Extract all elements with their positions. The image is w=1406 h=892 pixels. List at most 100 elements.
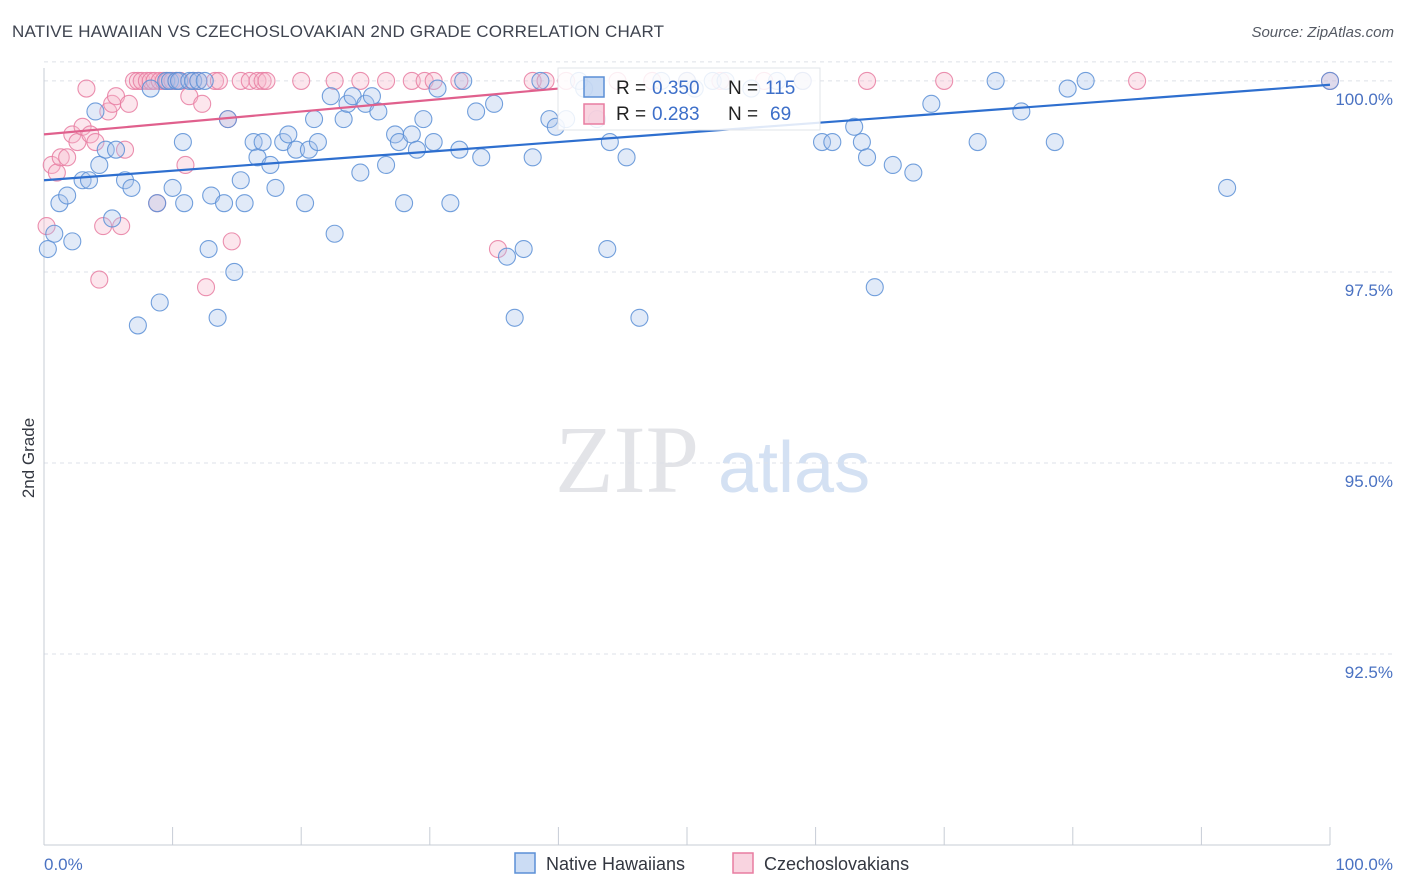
legend-swatch-pink [583,103,605,125]
native-hawaiians-point [305,110,324,129]
native-hawaiians-point [58,186,77,205]
czechoslovakians-point [37,217,56,236]
native-hawaiians-point [195,71,214,90]
native-hawaiians-point [279,125,298,144]
native-hawaiians-point [523,148,542,167]
native-hawaiians-point [883,155,902,175]
native-hawaiians-point [266,178,285,197]
native-hawaiians-point [169,71,189,90]
native-hawaiians-point [90,155,109,175]
native-hawaiians-point [362,87,381,106]
axes [43,68,1331,846]
bottom-legend-swatch-pink [732,852,754,874]
watermark: ZIP atlas [555,406,870,513]
native-hawaiians-point [103,209,122,228]
native-hawaiians-point [1045,132,1064,152]
native-hawaiians-point [296,194,315,213]
native-hawaiians-point [199,239,218,259]
czechoslovakians-point [292,71,311,90]
native-hawaiians-point [106,140,126,159]
czechoslovakians-point [935,71,954,90]
czechoslovakians-point [86,132,105,152]
native-hawaiians-point [287,140,306,159]
native-hawaiians-point [1012,102,1031,121]
legend-r-label-pink: R = [616,104,646,125]
native-hawaiians-point [852,132,871,152]
native-hawaiians-point [472,148,491,167]
native-hawaiians-point [505,308,524,327]
native-hawaiians-point [514,239,533,259]
native-hawaiians-point [208,308,227,327]
czechoslovakians-point [196,278,216,297]
czechoslovakians-trend-line [43,87,559,136]
native-hawaiians-point [308,132,327,152]
native-hawaiians-point [325,224,344,243]
native-hawaiians-point [86,102,105,121]
czechoslovakians-point [325,71,344,90]
trend-lines [43,83,1331,182]
chart-title: NATIVE HAWAIIAN VS CZECHOSLOVAKIAN 2ND G… [12,22,665,41]
czechoslovakians-point [257,71,276,90]
legend-r-value-blue: 0.350 [652,78,700,99]
native-hawaiians-point [414,110,433,129]
czechoslovakians-point [1128,71,1147,90]
native-hawaiians-point [253,132,272,152]
legend-r-label-blue: R = [616,78,646,99]
native-hawaiians-point [986,71,1005,90]
native-hawaiians-point [38,239,57,259]
native-hawaiians-point [845,117,864,136]
czechoslovakians-point [351,71,370,90]
native-hawaiians-point [189,71,208,90]
czechoslovakians-point [857,71,877,90]
native-hawaiians-point [1076,71,1095,90]
native-hawaiians-point [630,308,649,327]
czechoslovakians-point [402,71,421,90]
native-hawaiians-point [150,293,169,312]
czechoslovakians-point [119,94,138,113]
native-hawaiians-point [45,224,64,243]
native-hawaiians-point [441,194,460,213]
y-tick-label: 100.0% [1335,90,1393,109]
native-hawaiians-point [377,155,396,175]
native-hawaiians-point [600,132,619,152]
native-hawaiians-point [175,194,194,213]
native-hawaiians-point [454,71,473,90]
legend-n-value-blue: 115 [765,78,795,99]
y-tick-label: 97.5% [1345,281,1393,300]
native-hawaiians-point [141,79,160,98]
legend: R = 0.350 N = 115 R = 0.283 N = 69 [557,67,821,131]
native-hawaiians-point [395,194,414,213]
bottom-legend-czechoslovakians: Czechoslovakians [764,854,909,874]
native-hawaiians-point [128,316,147,335]
watermark-zip: ZIP [555,406,699,513]
native-hawaiians-point [157,71,176,90]
y-tick-label: 95.0% [1345,472,1393,491]
gridlines [44,61,1392,655]
native-hawaiians-point [115,171,135,190]
x-tick-label-min: 0.0% [44,855,83,874]
native-hawaiians-point [96,140,115,159]
native-hawaiians-point [321,87,340,106]
native-hawaiians-point [334,110,353,129]
czechoslovakians-point [209,71,228,90]
native-hawaiians-point [122,178,141,197]
czechoslovakians-point [58,148,77,167]
native-hawaiians-point [1320,71,1340,90]
czechoslovakians-point [193,94,212,113]
native-hawaiians-trend-line [43,83,1331,182]
native-hawaiians-point [424,132,443,152]
native-hawaiians-point [148,194,167,213]
y-axis-title: 2nd Grade [19,418,38,498]
native-hawaiians-point [214,194,234,213]
native-hawaiians-point [823,132,842,152]
native-hawaiians-point [351,163,370,182]
native-hawaiians-point [63,232,82,251]
native-hawaiians-point [485,94,504,113]
native-hawaiians-point [904,163,923,182]
native-hawaiians-point [402,125,421,144]
native-hawaiians-point [225,262,244,281]
native-hawaiians-point [857,148,877,167]
native-hawaiians-point [865,278,884,297]
native-hawaiians-point [968,132,987,152]
legend-n-label-blue: N = [728,78,758,99]
